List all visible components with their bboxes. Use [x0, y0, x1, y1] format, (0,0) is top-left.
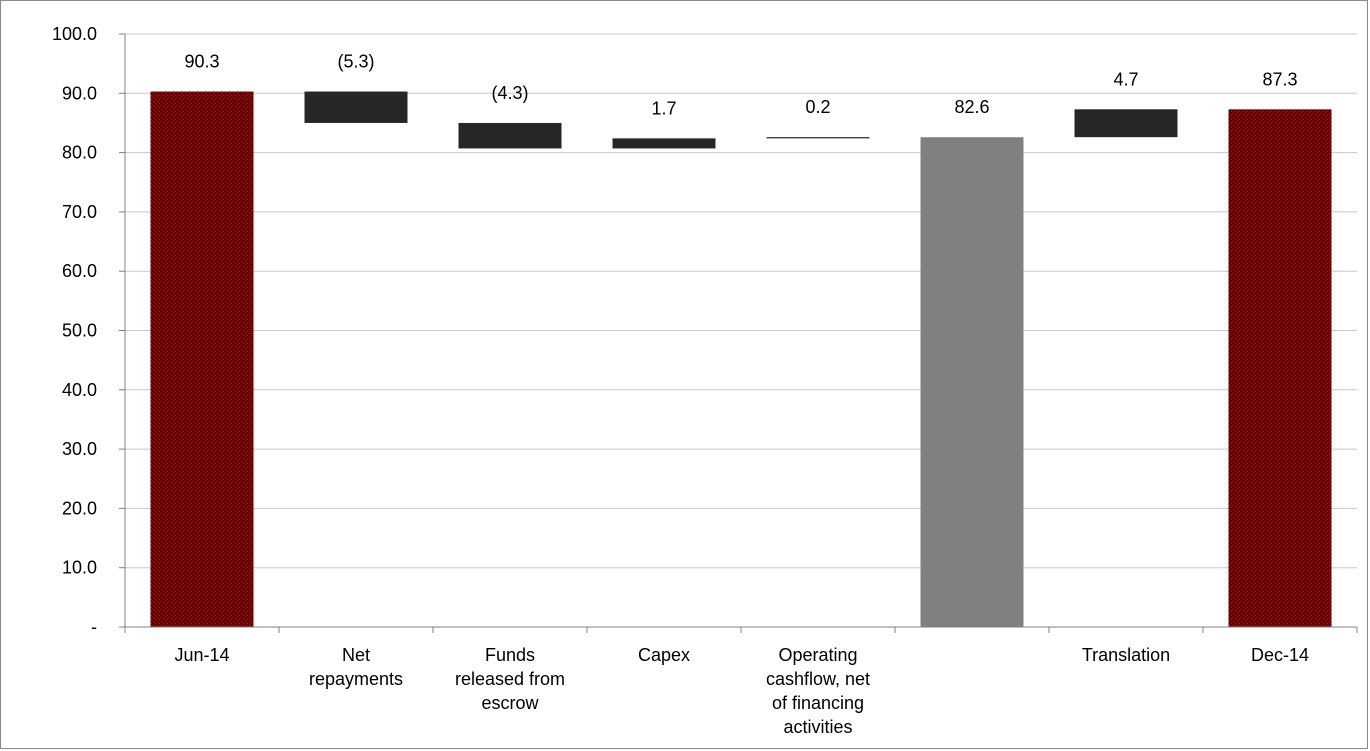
y-tick-label: 70.0 [62, 202, 97, 222]
y-tick-label: 60.0 [62, 261, 97, 281]
bar-change [458, 122, 562, 149]
x-tick-label: Funds [485, 645, 535, 665]
bar-change [304, 91, 408, 123]
x-tick-label: Jun-14 [174, 645, 229, 665]
y-tick-label: 40.0 [62, 380, 97, 400]
x-tick-label: Dec-14 [1251, 645, 1309, 665]
y-tick-label: 80.0 [62, 143, 97, 163]
x-axis: Jun-14 Net repayments Funds released from esc… [124, 626, 1358, 737]
y-tick-label: - [91, 617, 97, 637]
data-label: (4.3) [491, 83, 528, 103]
bar-total [1228, 109, 1332, 628]
x-tick-label: Net [342, 645, 370, 665]
x-tick-label: of financing [772, 693, 864, 713]
y-tick-label: 20.0 [62, 498, 97, 518]
x-tick-label: Capex [638, 645, 690, 665]
y-tick-label: 100.0 [52, 24, 97, 44]
data-label: 87.3 [1262, 69, 1297, 89]
x-tick-label: escrow [481, 693, 539, 713]
data-label: 90.3 [184, 52, 219, 72]
y-tick-label: 90.0 [62, 83, 97, 103]
bars [150, 91, 1332, 628]
data-label: 1.7 [651, 98, 676, 118]
y-axis: - 10.0 20.0 30.0 40.0 50.0 60.0 70.0 80.0 90.0 100… [52, 24, 126, 637]
y-tick-label: 30.0 [62, 439, 97, 459]
y-tick-label: 10.0 [62, 558, 97, 578]
x-tick-label: Operating [778, 645, 857, 665]
data-label: 82.6 [954, 97, 989, 117]
x-tick-label: released from [455, 669, 565, 689]
bar-total [150, 91, 254, 627]
data-label: 4.7 [1113, 69, 1138, 89]
bar-change [1074, 109, 1178, 138]
y-tick-label: 50.0 [62, 321, 97, 341]
bar-subtotal [920, 137, 1024, 627]
bar-change [612, 138, 716, 149]
data-labels: 90.3 (5.3) (4.3) 1.7 0.2 82.6 4.7 87.3 [184, 52, 1297, 119]
bar-change [766, 137, 870, 139]
x-tick-label: Translation [1082, 645, 1170, 665]
data-label: 0.2 [805, 97, 830, 117]
x-tick-label: activities [783, 717, 852, 737]
x-tick-label: cashflow, net [766, 669, 870, 689]
data-label: (5.3) [337, 52, 374, 72]
gridlines [125, 33, 1357, 569]
x-tick-label: repayments [309, 669, 403, 689]
